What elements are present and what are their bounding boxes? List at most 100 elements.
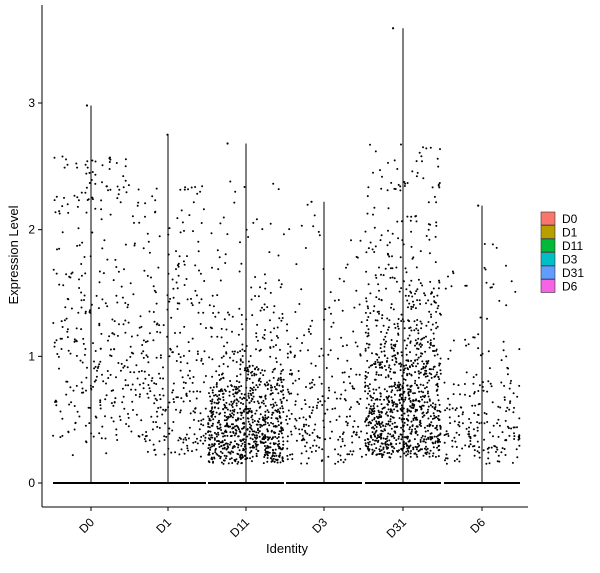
data-point xyxy=(414,307,417,310)
data-point xyxy=(200,359,203,362)
data-point xyxy=(300,224,303,227)
data-point xyxy=(204,439,207,442)
data-point xyxy=(341,433,344,435)
data-point xyxy=(221,390,224,392)
data-point xyxy=(254,295,257,297)
data-point xyxy=(79,359,82,362)
data-point xyxy=(231,412,234,415)
data-point xyxy=(326,408,329,411)
data-point xyxy=(366,195,369,198)
data-point xyxy=(398,290,401,293)
data-point xyxy=(191,450,193,453)
data-point xyxy=(410,406,413,409)
data-point xyxy=(426,362,429,365)
data-point xyxy=(330,430,333,433)
data-point xyxy=(457,415,460,418)
data-point xyxy=(379,426,382,428)
data-point xyxy=(242,416,245,419)
data-point xyxy=(367,332,370,335)
data-point xyxy=(194,264,197,267)
data-point xyxy=(94,207,97,210)
data-point xyxy=(61,205,64,208)
data-point xyxy=(399,388,402,390)
data-point xyxy=(351,385,354,388)
data-point xyxy=(64,306,67,309)
data-point xyxy=(257,427,259,430)
data-point xyxy=(279,461,282,464)
data-point xyxy=(497,405,500,408)
data-point xyxy=(196,350,199,353)
data-point xyxy=(485,281,488,284)
data-point xyxy=(225,328,228,331)
data-point xyxy=(380,410,383,413)
data-point xyxy=(220,377,223,380)
data-point xyxy=(404,367,406,370)
data-point xyxy=(332,321,335,324)
data-point xyxy=(419,345,422,348)
data-point xyxy=(359,397,362,400)
data-point xyxy=(433,300,436,303)
data-point xyxy=(387,408,390,411)
data-point xyxy=(213,394,215,397)
data-point xyxy=(158,372,160,375)
data-point xyxy=(403,452,406,455)
data-point xyxy=(194,186,197,188)
data-point xyxy=(431,186,434,189)
data-point xyxy=(477,413,479,416)
data-point xyxy=(382,448,385,450)
data-point xyxy=(140,352,143,355)
data-point xyxy=(270,389,273,392)
data-point xyxy=(239,373,242,376)
data-point xyxy=(385,332,388,334)
data-point xyxy=(346,424,349,427)
data-point xyxy=(390,306,392,309)
data-point xyxy=(360,321,363,324)
data-point xyxy=(407,359,409,362)
data-point xyxy=(103,239,106,242)
data-point xyxy=(81,241,84,244)
data-point xyxy=(265,447,267,450)
data-point xyxy=(204,432,207,435)
data-point xyxy=(372,397,374,399)
data-point xyxy=(367,186,370,189)
data-point xyxy=(497,454,500,457)
data-point xyxy=(270,339,273,342)
data-point xyxy=(162,377,165,380)
data-point xyxy=(115,433,118,436)
data-point xyxy=(272,452,274,454)
data-point xyxy=(255,366,258,369)
data-point xyxy=(515,448,518,451)
data-point xyxy=(194,289,197,292)
data-point xyxy=(155,323,158,326)
data-point xyxy=(436,446,439,449)
data-point xyxy=(101,181,103,184)
data-point xyxy=(380,234,383,237)
data-point xyxy=(406,423,409,426)
data-point xyxy=(276,461,279,464)
data-point xyxy=(379,169,381,172)
data-point xyxy=(216,395,219,398)
data-point xyxy=(243,186,246,188)
data-point xyxy=(223,446,226,449)
data-point xyxy=(399,185,402,188)
data-point xyxy=(219,441,222,444)
data-point xyxy=(383,350,386,353)
data-point xyxy=(409,326,412,329)
data-point xyxy=(118,415,121,418)
data-point xyxy=(391,255,393,258)
data-point xyxy=(392,434,395,437)
data-point xyxy=(388,385,391,388)
data-point xyxy=(372,405,375,407)
data-point xyxy=(279,363,282,366)
data-point xyxy=(255,335,258,338)
data-point xyxy=(381,407,384,410)
data-point xyxy=(152,443,155,446)
data-point xyxy=(263,445,266,447)
data-point xyxy=(472,336,475,339)
data-point xyxy=(252,395,255,398)
data-point xyxy=(428,398,431,401)
data-point xyxy=(425,386,428,389)
data-point xyxy=(373,226,376,229)
data-point xyxy=(94,379,97,382)
data-point xyxy=(262,399,265,402)
